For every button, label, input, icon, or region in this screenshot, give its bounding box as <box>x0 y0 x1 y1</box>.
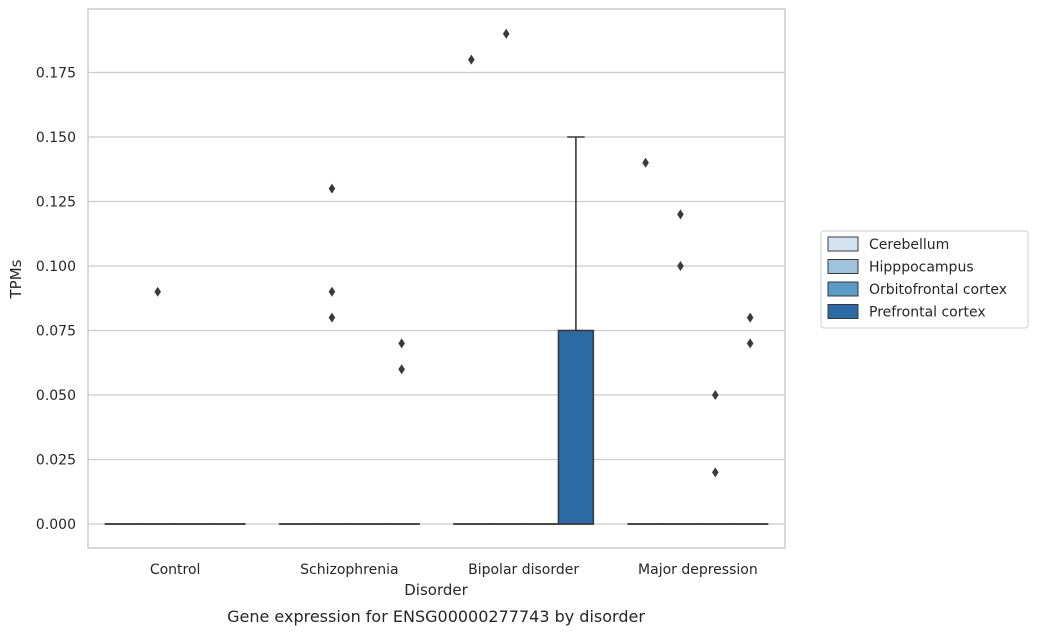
y-tick-label: 0.100 <box>36 259 76 275</box>
outlier-points <box>154 28 754 478</box>
outlier-point <box>398 364 405 375</box>
legend-label: Hipppocampus <box>869 260 974 276</box>
y-tick-label: 0.050 <box>36 388 76 404</box>
legend-label: Orbitofrontal cortex <box>869 282 1007 298</box>
x-tick-label: Bipolar disorder <box>468 562 579 578</box>
y-tick-label: 0.075 <box>36 324 76 340</box>
outlier-point <box>468 54 475 65</box>
y-axis-title: TPMs <box>7 259 25 299</box>
legend: Cerebellum Hipppocampus Orbitofrontal cort… <box>820 230 1029 329</box>
outlier-point <box>328 183 336 194</box>
x-tick-label: Control <box>150 562 201 578</box>
x-axis-title: Disorder <box>404 581 468 599</box>
y-tick-label: 0.150 <box>36 130 76 146</box>
outlier-point <box>502 28 510 39</box>
y-tick-label: 0.000 <box>36 517 76 533</box>
legend-swatch <box>827 281 859 297</box>
legend-frame <box>820 230 1029 329</box>
box <box>557 329 595 525</box>
legend-swatch <box>827 259 859 274</box>
y-tick-label: 0.125 <box>36 195 76 211</box>
outlier-point <box>712 390 719 400</box>
outlier-point <box>642 157 649 168</box>
outlier-point <box>677 209 684 220</box>
outlier-point <box>328 312 336 323</box>
y-tick-label: 0.025 <box>36 453 76 469</box>
x-tick-label: Schizophrenia <box>300 562 398 578</box>
legend-label: Cerebellum <box>869 237 949 253</box>
outlier-point <box>328 286 336 297</box>
outlier-point <box>677 261 684 271</box>
boxes <box>104 136 769 525</box>
plot-frame <box>87 8 786 549</box>
x-tick-label: Major depression <box>638 562 758 578</box>
legend-swatch <box>827 304 859 319</box>
outlier-point <box>154 286 161 297</box>
outlier-point <box>746 312 754 323</box>
outlier-point <box>712 467 719 478</box>
outlier-point <box>746 338 754 349</box>
chart-caption: Gene expression for ENSG00000277743 by d… <box>227 607 645 626</box>
grid-lines <box>88 71 785 525</box>
legend-label: Prefrontal cortex <box>869 305 986 321</box>
legend-swatch <box>827 236 859 252</box>
y-tick-label: 0.175 <box>36 66 76 82</box>
x-tick-labels: Control Schizophrenia Bipolar disorder Majo… <box>150 562 758 578</box>
y-tick-labels: 0.000 0.025 0.050 0.075 0.100 0.125 0.150 0.175 <box>36 66 76 534</box>
outlier-point <box>398 338 405 349</box>
